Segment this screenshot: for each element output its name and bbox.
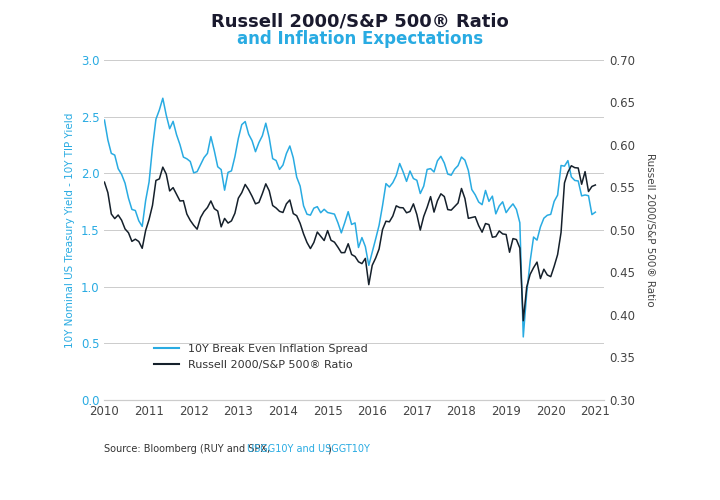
Text: USGG10Y and USGGT10Y: USGG10Y and USGGT10Y (247, 444, 370, 454)
Y-axis label: 10Y Nominal US Treasury Yield - 10Y TIP Yield: 10Y Nominal US Treasury Yield - 10Y TIP … (66, 112, 76, 348)
Text: ): ) (327, 444, 330, 454)
Text: Source: Bloomberg (RUY and SPX,: Source: Bloomberg (RUY and SPX, (104, 444, 274, 454)
Text: Russell 2000/S&P 500® Ratio: Russell 2000/S&P 500® Ratio (211, 12, 509, 30)
Y-axis label: Russell 2000/S&P 500® Ratio: Russell 2000/S&P 500® Ratio (644, 153, 654, 307)
Text: and Inflation Expectations: and Inflation Expectations (237, 30, 483, 48)
Legend: 10Y Break Even Inflation Spread, Russell 2000/S&P 500® Ratio: 10Y Break Even Inflation Spread, Russell… (150, 340, 372, 374)
